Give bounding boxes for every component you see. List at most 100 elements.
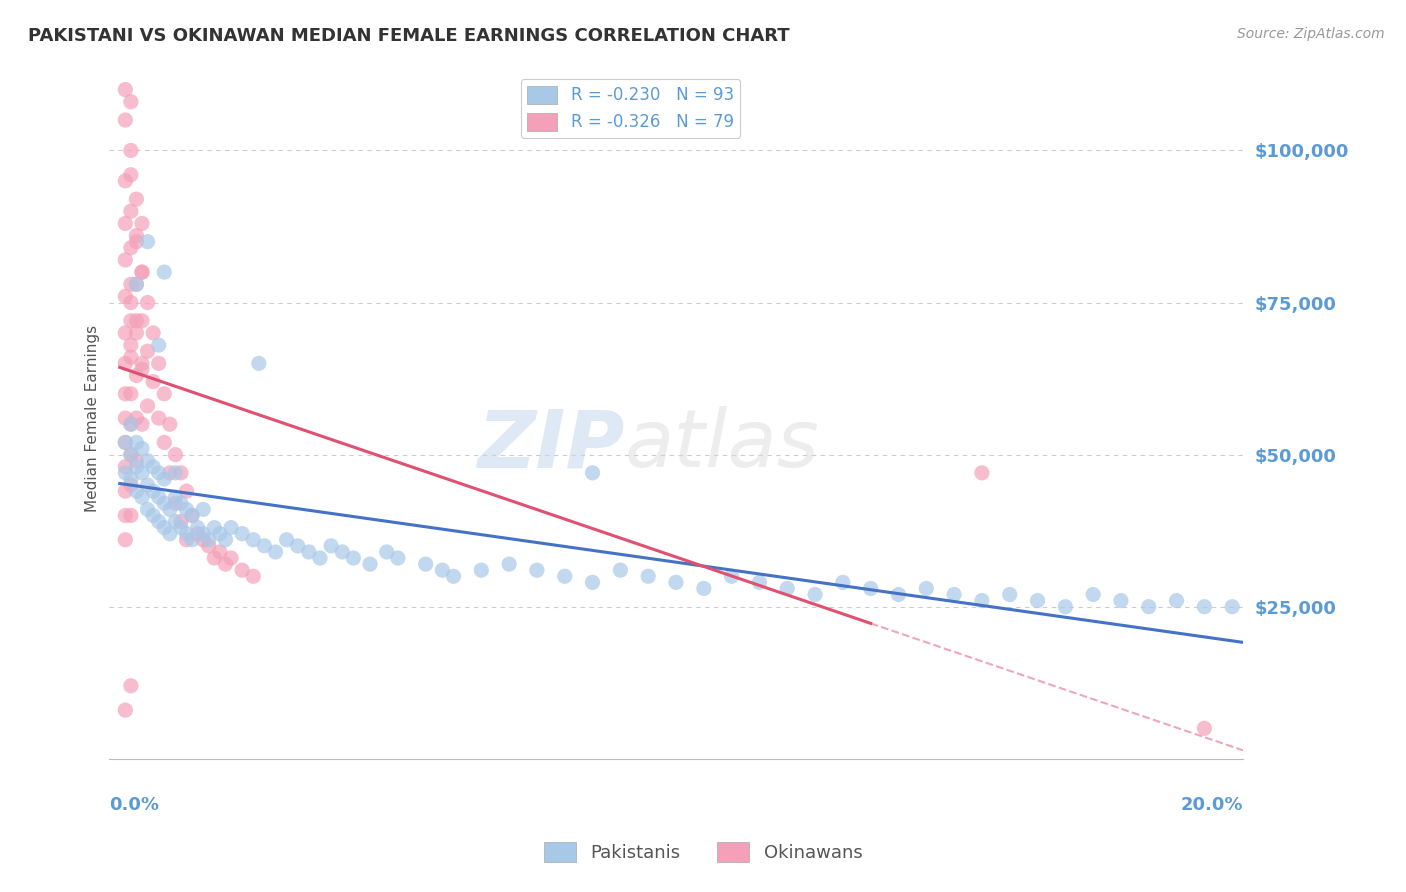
Point — [120, 295, 142, 310]
Point — [1081, 588, 1104, 602]
Point — [120, 241, 142, 255]
Point — [165, 496, 187, 510]
Point — [176, 526, 198, 541]
Point — [125, 326, 148, 340]
Point — [136, 453, 159, 467]
Point — [125, 368, 148, 383]
Point — [114, 435, 136, 450]
Point — [264, 545, 287, 559]
Point — [247, 356, 270, 370]
Point — [114, 289, 136, 303]
Point — [148, 338, 170, 352]
Point — [131, 265, 153, 279]
Point — [153, 496, 176, 510]
Point — [526, 563, 548, 577]
Text: Source: ZipAtlas.com: Source: ZipAtlas.com — [1237, 27, 1385, 41]
Point — [887, 588, 910, 602]
Point — [415, 557, 437, 571]
Point — [193, 502, 215, 516]
Y-axis label: Median Female Earnings: Median Female Earnings — [86, 325, 100, 512]
Point — [114, 252, 136, 267]
Point — [142, 326, 165, 340]
Point — [125, 235, 148, 249]
Point — [153, 472, 176, 486]
Point — [125, 228, 148, 243]
Point — [114, 411, 136, 425]
Point — [120, 472, 142, 486]
Point — [748, 575, 770, 590]
Text: 20.0%: 20.0% — [1181, 797, 1243, 814]
Point — [136, 235, 159, 249]
Point — [165, 448, 187, 462]
Point — [148, 490, 170, 504]
Point — [131, 362, 153, 376]
Point — [159, 526, 181, 541]
Point — [242, 569, 264, 583]
Point — [114, 21, 136, 36]
Point — [131, 490, 153, 504]
Point — [125, 277, 148, 292]
Point — [193, 526, 215, 541]
Point — [170, 520, 193, 534]
Point — [120, 338, 142, 352]
Point — [125, 453, 148, 467]
Point — [321, 539, 343, 553]
Point — [114, 113, 136, 128]
Point — [176, 533, 198, 547]
Point — [120, 314, 142, 328]
Point — [443, 569, 465, 583]
Point — [120, 679, 142, 693]
Point — [114, 386, 136, 401]
Point — [120, 144, 142, 158]
Point — [231, 563, 253, 577]
Point — [202, 551, 225, 566]
Point — [170, 496, 193, 510]
Point — [120, 417, 142, 432]
Point — [432, 563, 454, 577]
Text: PAKISTANI VS OKINAWAN MEDIAN FEMALE EARNINGS CORRELATION CHART: PAKISTANI VS OKINAWAN MEDIAN FEMALE EARN… — [28, 27, 790, 45]
Point — [125, 484, 148, 499]
Point — [136, 502, 159, 516]
Point — [153, 520, 176, 534]
Point — [776, 582, 799, 596]
Point — [120, 417, 142, 432]
Point — [581, 575, 603, 590]
Point — [170, 515, 193, 529]
Point — [498, 557, 520, 571]
Point — [1137, 599, 1160, 614]
Point — [114, 82, 136, 96]
Text: 0.0%: 0.0% — [108, 797, 159, 814]
Point — [298, 545, 321, 559]
Point — [231, 526, 253, 541]
Point — [214, 557, 236, 571]
Point — [131, 356, 153, 370]
Point — [187, 520, 209, 534]
Point — [153, 386, 176, 401]
Point — [242, 533, 264, 547]
Point — [148, 515, 170, 529]
Point — [114, 435, 136, 450]
Point — [1026, 593, 1049, 607]
Point — [181, 508, 204, 523]
Point — [720, 569, 742, 583]
Point — [120, 168, 142, 182]
Point — [131, 466, 153, 480]
Point — [287, 539, 309, 553]
Point — [470, 563, 492, 577]
Point — [859, 582, 882, 596]
Point — [1194, 599, 1216, 614]
Point — [125, 314, 148, 328]
Point — [330, 545, 353, 559]
Point — [1166, 593, 1188, 607]
Legend: R = -0.230   N = 93, R = -0.326   N = 79: R = -0.230 N = 93, R = -0.326 N = 79 — [520, 79, 741, 138]
Point — [136, 295, 159, 310]
Point — [181, 508, 204, 523]
Point — [193, 533, 215, 547]
Point — [114, 533, 136, 547]
Point — [831, 575, 853, 590]
Point — [131, 442, 153, 456]
Point — [1220, 599, 1243, 614]
Point — [148, 466, 170, 480]
Point — [181, 533, 204, 547]
Point — [131, 265, 153, 279]
